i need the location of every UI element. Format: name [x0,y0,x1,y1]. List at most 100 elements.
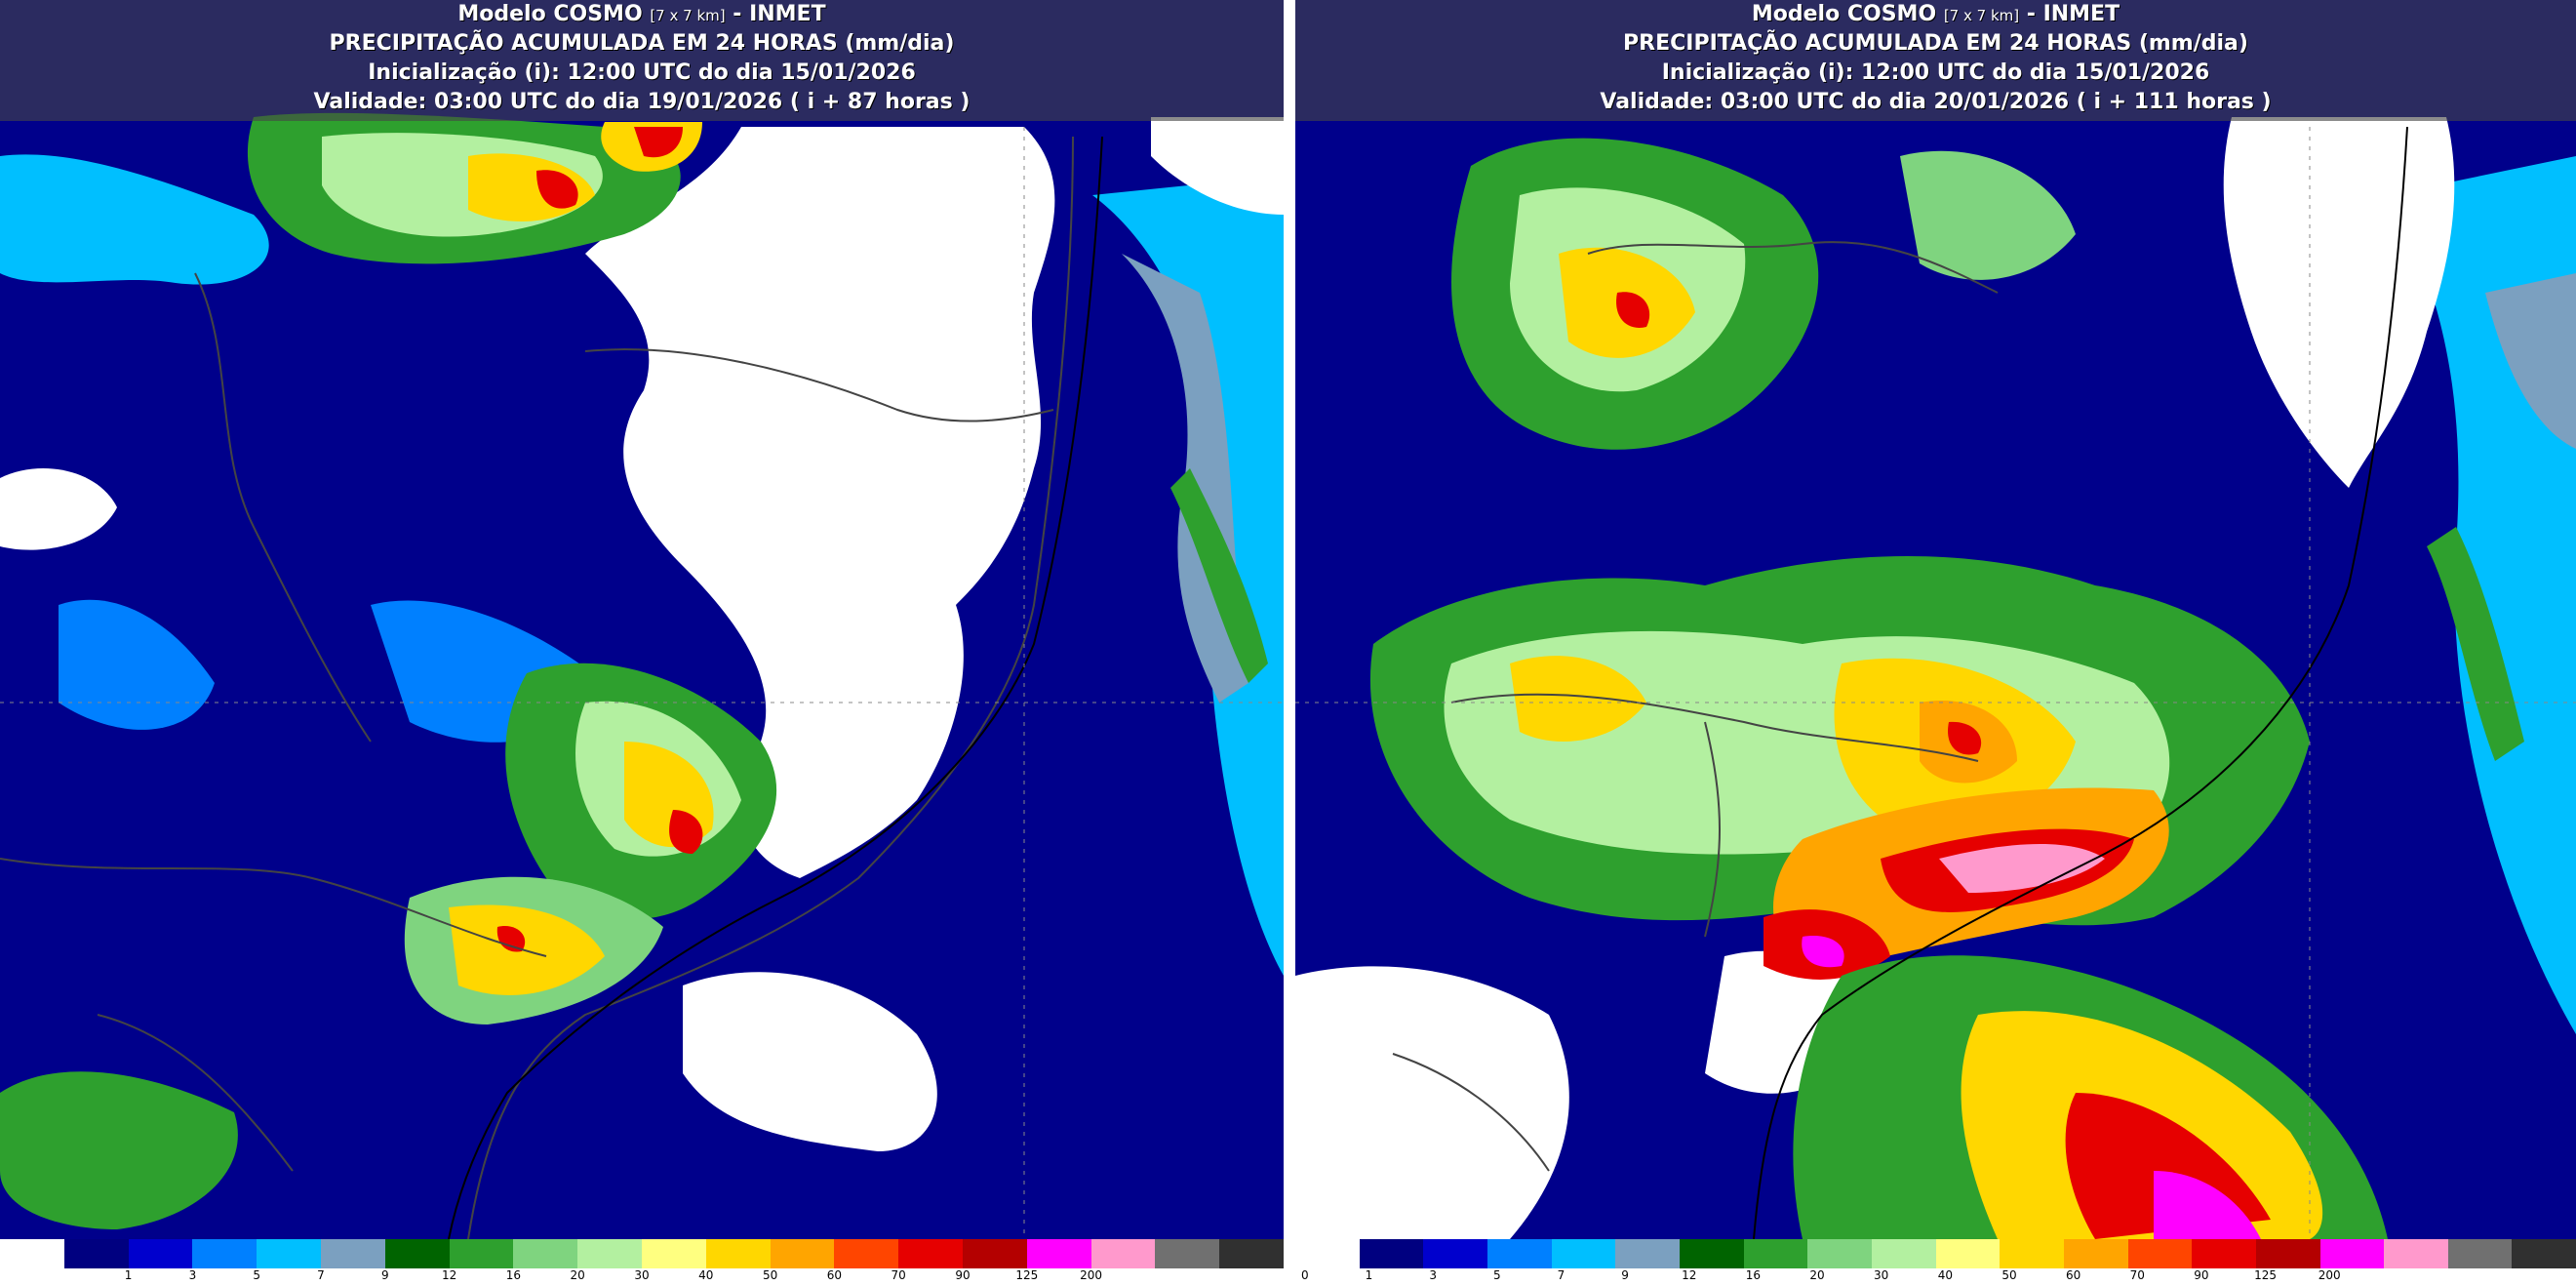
legend-color-cell [1807,1239,1872,1268]
forecast-panel-right: Modelo COSMO [7 x 7 km] - INMET PRECIPIT… [1295,0,2576,1286]
legend-tick-label: 9 [380,1268,389,1282]
title-model: Modelo COSMO [457,2,643,26]
title-resolution: [7 x 7 km] [650,7,726,24]
legend-color-cell [2255,1239,2320,1268]
init-time: Inicialização (i): 12:00 UTC do dia 15/0… [1661,60,2210,85]
legend-tick-label: 40 [698,1268,714,1282]
legend-tick-label: 40 [1937,1268,1953,1282]
legend-tick-label: 16 [505,1268,522,1282]
legend-tick-label: 200 [2318,1268,2341,1282]
legend-color-cell [1359,1239,1424,1268]
color-legend-right: 0 1 3 5 7 9 12 16 20 30 40 50 60 70 90 125 200 [1295,1239,2576,1286]
legend-color-cell [898,1239,963,1268]
title-model-line: Modelo COSMO [7 x 7 km] - INMET [0,0,1284,29]
legend-tick-label: 5 [1492,1268,1501,1282]
legend-color-cell [1090,1239,1156,1268]
legend-tick-label: 7 [1557,1268,1565,1282]
valid-time: Validade: 03:00 UTC do dia 20/01/2026 ( … [1600,90,2272,114]
legend-color-cell [2063,1239,2128,1268]
legend-tick-label: 16 [1745,1268,1762,1282]
legend-color-bar [1295,1239,2576,1268]
legend-color-cell [1486,1239,1552,1268]
legend-color-cell [770,1239,835,1268]
legend-color-cell [2192,1239,2256,1268]
legend-color-cell [2447,1239,2513,1268]
legend-color-cell [1743,1239,1808,1268]
legend-tick-label: 125 [2254,1268,2278,1282]
legend-color-cell [2319,1239,2385,1268]
legend-color-cell [834,1239,899,1268]
legend-color-cell [0,1239,64,1268]
legend-color-cell [1551,1239,1616,1268]
legend-tick-label: 1 [124,1268,133,1282]
legend-tick-label: 30 [1874,1268,1889,1282]
legend-color-cell [705,1239,771,1268]
legend-tick-label: 9 [1621,1268,1629,1282]
legend-tick-label: 50 [2001,1268,2017,1282]
legend-tick-label: 20 [1809,1268,1825,1282]
legend-tick-label: 3 [188,1268,197,1282]
title-resolution: [7 x 7 km] [1943,7,2020,24]
legend-color-cell [2127,1239,2193,1268]
map-header-right: Modelo COSMO [7 x 7 km] - INMET PRECIPIT… [1295,0,2576,121]
title-org: - INMET [2026,2,2120,26]
legend-tick-labels: 0 1 3 5 7 9 12 16 20 30 40 50 60 70 90 125 200 [1295,1268,2576,1286]
legend-tick-label: 5 [253,1268,261,1282]
title-model-line: Modelo COSMO [7 x 7 km] - INMET [1295,0,2576,29]
init-time: Inicialização (i): 12:00 UTC do dia 15/0… [368,60,916,85]
legend-tick-label: 60 [826,1268,843,1282]
precipitation-map-left [0,0,1284,1239]
legend-tick-label: 125 [1015,1268,1039,1282]
legend-color-cell [1295,1239,1360,1268]
legend-tick-label: 1 [1365,1268,1373,1282]
legend-color-cell [2000,1239,2064,1268]
panel-divider [1284,0,1295,1286]
legend-tick-label: 90 [2194,1268,2209,1282]
title-org: - INMET [733,2,826,26]
legend-color-bar [0,1239,1284,1268]
legend-color-cell [1871,1239,1936,1268]
legend-color-cell [449,1239,514,1268]
legend-color-cell [1423,1239,1487,1268]
legend-tick-label: 12 [441,1268,457,1282]
forecast-panel-left: Modelo COSMO [7 x 7 km] - INMET PRECIPIT… [0,0,1284,1286]
legend-color-cell [641,1239,706,1268]
title-variable: PRECIPITAÇÃO ACUMULADA EM 24 HORAS (mm/d… [329,31,955,56]
legend-color-cell [1935,1239,2001,1268]
legend-color-cell [257,1239,321,1268]
legend-tick-label: 3 [1429,1268,1437,1282]
legend-tick-label: 60 [2066,1268,2081,1282]
legend-tick-label: 70 [891,1268,906,1282]
legend-color-cell [320,1239,385,1268]
legend-tick-labels: 1 3 5 7 9 12 16 20 30 40 50 60 70 90 125 200 [0,1268,1284,1286]
legend-color-cell [962,1239,1027,1268]
legend-tick-label: 30 [634,1268,650,1282]
title-model: Modelo COSMO [1751,2,1937,26]
legend-tick-label: 90 [955,1268,971,1282]
legend-color-cell [1219,1239,1284,1268]
legend-color-cell [2384,1239,2448,1268]
legend-color-cell [577,1239,642,1268]
legend-tick-label: 7 [317,1268,325,1282]
legend-color-cell [1026,1239,1091,1268]
legend-tick-label: 0 [1301,1268,1309,1282]
precipitation-map-right [1295,0,2576,1239]
legend-color-cell [128,1239,193,1268]
legend-color-cell [513,1239,578,1268]
legend-color-cell [63,1239,129,1268]
title-variable: PRECIPITAÇÃO ACUMULADA EM 24 HORAS (mm/d… [1623,31,2248,56]
legend-color-cell [192,1239,258,1268]
legend-tick-label: 200 [1080,1268,1103,1282]
legend-tick-label: 70 [2129,1268,2145,1282]
legend-color-cell [384,1239,450,1268]
legend-tick-label: 50 [762,1268,778,1282]
valid-time: Validade: 03:00 UTC do dia 19/01/2026 ( … [313,90,971,114]
legend-tick-label: 20 [570,1268,585,1282]
map-header-left: Modelo COSMO [7 x 7 km] - INMET PRECIPIT… [0,0,1284,121]
legend-color-cell [1679,1239,1744,1268]
legend-color-cell [2512,1239,2576,1268]
legend-color-cell [1615,1239,1680,1268]
legend-tick-label: 12 [1682,1268,1697,1282]
legend-color-cell [1155,1239,1220,1268]
color-legend-left: 1 3 5 7 9 12 16 20 30 40 50 60 70 90 125 200 [0,1239,1284,1286]
